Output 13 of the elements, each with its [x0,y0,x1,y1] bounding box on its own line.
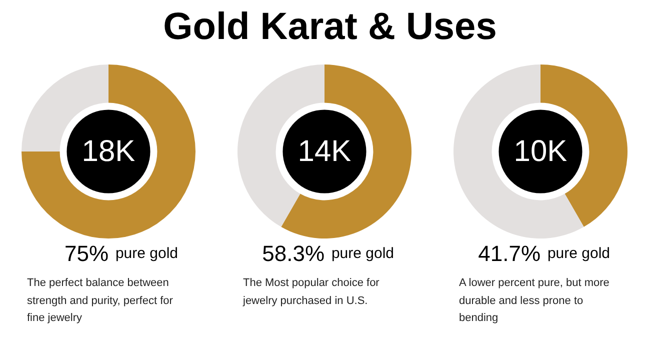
text: The perfect balance between strength and purity, perfect for fine jewelry [27,276,174,326]
text: 18K [82,135,136,168]
text: pure gold [115,244,178,262]
text: 41.7% [478,240,541,266]
text: 10K [514,135,568,168]
text: 58.3% [262,240,325,266]
text: A lower percent pure, but more durable and less prone to bending [459,276,610,326]
text: pure gold [547,244,610,262]
text: pure gold [331,244,394,262]
text: 75% [64,240,109,266]
text: Gold Karat & Uses [163,5,497,50]
text: 14K [298,135,352,168]
text: The Most popular choice for jewelry purchased in U.S. [243,276,380,309]
